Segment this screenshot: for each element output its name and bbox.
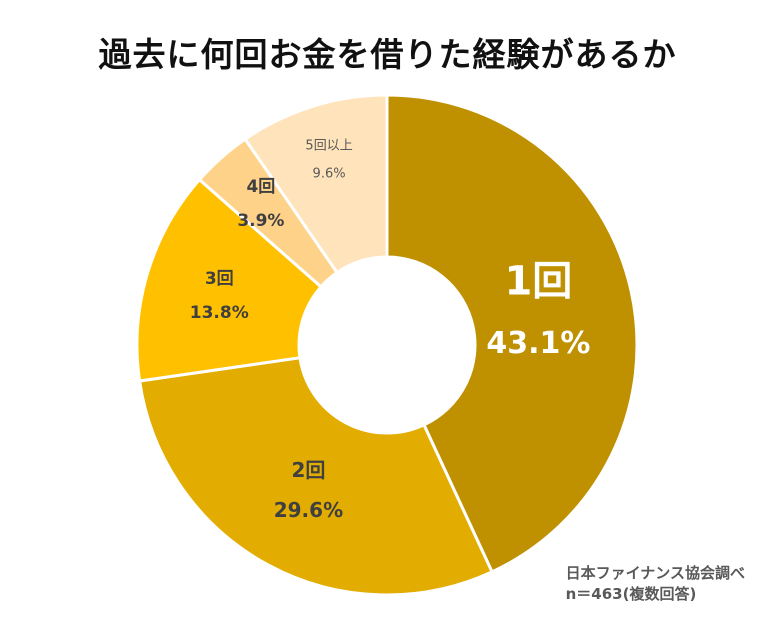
- pie-slice-3: [135, 177, 324, 383]
- slice-category-label-4: 4回: [246, 177, 275, 197]
- source-line-1: 日本ファイナンス協会調べ: [565, 564, 745, 582]
- slice-category-label-1: 1回: [504, 259, 572, 305]
- pie-slice-1: [385, 93, 639, 574]
- slice-value-label-1: 43.1%: [486, 326, 590, 361]
- chart-title: 過去に何回お金を借りた経験があるか: [98, 35, 677, 74]
- source-note: 日本ファイナンス協会調べ n＝463(複数回答): [566, 563, 745, 605]
- slice-value-label-5: 9.6%: [313, 166, 346, 181]
- slice-value-label-4: 3.9%: [237, 211, 284, 231]
- source-line-2: n＝463(複数回答): [565, 585, 697, 603]
- slice-value-label-2: 29.6%: [274, 498, 343, 522]
- slice-category-label-5: 5回以上: [305, 138, 352, 153]
- slice-category-label-2: 2回: [291, 458, 325, 482]
- pie-slice-2: [137, 355, 495, 597]
- pie-slice-5: [243, 93, 389, 275]
- slice-value-label-3: 13.8%: [190, 303, 249, 323]
- slice-category-label-3: 3回: [205, 269, 234, 289]
